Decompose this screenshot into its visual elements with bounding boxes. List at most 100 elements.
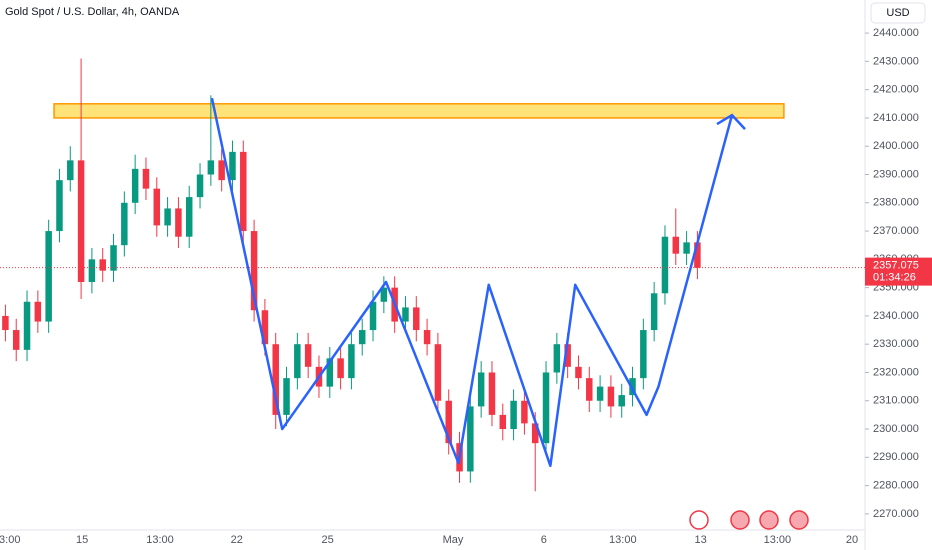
price-label-value: 2357.075	[873, 260, 919, 272]
chart-title: Gold Spot / U.S. Dollar, 4h, OANDA	[5, 6, 180, 18]
candle-body	[445, 400, 452, 444]
candle-body	[683, 242, 690, 254]
candle-body	[196, 174, 204, 198]
candle-body	[218, 160, 225, 181]
candle-body	[283, 378, 290, 415]
plot-area	[0, 0, 865, 530]
candle-body	[661, 236, 669, 294]
event-icon[interactable]	[689, 510, 709, 530]
y-tick-label: 2420.000	[873, 84, 919, 96]
candle-body	[586, 378, 593, 401]
candle-body	[294, 344, 301, 379]
x-tick-label: 22	[231, 534, 243, 546]
event-icon[interactable]	[789, 510, 809, 530]
candle-body	[607, 386, 615, 407]
candle-body	[240, 151, 247, 232]
y-tick-label: 2290.000	[873, 451, 919, 463]
candle-body	[99, 259, 106, 271]
candle-body	[207, 160, 215, 175]
candle-body	[67, 160, 74, 181]
candle-body	[34, 301, 42, 322]
y-tick-label: 2380.000	[873, 197, 919, 209]
candle-body	[229, 151, 236, 181]
candle-body	[250, 231, 258, 311]
candle-body	[12, 330, 20, 350]
y-tick-label: 2430.000	[873, 55, 919, 67]
y-tick-label: 2310.000	[873, 395, 919, 407]
x-tick-label: 6	[541, 534, 547, 546]
candle-body	[618, 395, 625, 407]
candle-body	[175, 208, 182, 237]
candle-body	[337, 358, 344, 379]
candle-body	[553, 344, 561, 373]
candle-body	[131, 168, 139, 203]
candle-body	[304, 344, 312, 367]
x-tick-label: 13:00	[764, 534, 792, 546]
candle-body	[672, 236, 680, 254]
candle-body	[56, 180, 63, 232]
candle-body	[348, 344, 355, 379]
x-tick-label: 13:00	[146, 534, 174, 546]
x-tick-label: May	[443, 534, 464, 546]
x-tick-label: 15	[76, 534, 88, 546]
candle-body	[499, 414, 507, 430]
plot	[0, 58, 865, 492]
currency[interactable]: USD	[886, 7, 909, 19]
arrow-head	[716, 113, 746, 130]
candle-body	[564, 344, 571, 367]
candle-body	[121, 202, 128, 246]
candle-body	[88, 259, 96, 282]
candle-body	[380, 287, 388, 302]
candle-body	[326, 358, 334, 387]
candle-body	[423, 330, 431, 345]
price-label	[865, 257, 932, 286]
resistance-zone	[53, 103, 785, 119]
candle-body	[694, 242, 701, 268]
x-tick-label: 3:00	[0, 534, 20, 546]
candle-body	[467, 406, 474, 472]
y-tick-label: 2410.000	[873, 112, 919, 124]
candle-body	[521, 400, 528, 424]
candle-body	[369, 301, 377, 331]
y-tick-label: 2330.000	[873, 338, 919, 350]
y-tick-label: 2400.000	[873, 140, 919, 152]
candle-body	[2, 315, 9, 331]
pattern-line	[210, 97, 734, 468]
event-icon[interactable]	[759, 510, 779, 530]
candle-body	[110, 245, 117, 271]
y-tick-label: 2270.000	[873, 508, 919, 520]
candle-body	[272, 344, 279, 415]
candle-body	[531, 423, 539, 444]
y-tick-label: 2300.000	[873, 423, 919, 435]
candle-body	[542, 372, 550, 444]
candle-body	[402, 307, 409, 322]
y-tick-label: 2390.000	[873, 168, 919, 180]
candle-body	[185, 197, 193, 237]
candle-body	[358, 330, 366, 345]
y-tick-label: 2280.000	[873, 480, 919, 492]
currency-button[interactable]	[870, 2, 926, 24]
price-label-countdown: 01:34:26	[873, 272, 916, 284]
candle-body	[77, 160, 85, 282]
x-tick-label: 13:00	[609, 534, 637, 546]
candle-body	[142, 168, 150, 189]
y-tick-label: 2370.000	[873, 225, 919, 237]
candle-body	[488, 372, 496, 415]
candle-body	[434, 344, 442, 401]
candle-body	[261, 310, 269, 345]
candle-body	[164, 208, 171, 226]
candle-body	[413, 307, 420, 331]
y-tick-label: 2340.000	[873, 310, 919, 322]
candle-body	[45, 231, 52, 322]
x-tick-label: 13	[695, 534, 707, 546]
candle-body	[510, 400, 517, 430]
candle-body	[629, 378, 636, 396]
candle-body	[596, 386, 604, 401]
event-icon[interactable]	[730, 510, 750, 530]
candle-body	[640, 330, 647, 379]
candle-body	[477, 372, 485, 407]
candle-body	[650, 293, 658, 331]
x-tick-label: 20	[846, 534, 858, 546]
event-icons	[689, 510, 809, 530]
